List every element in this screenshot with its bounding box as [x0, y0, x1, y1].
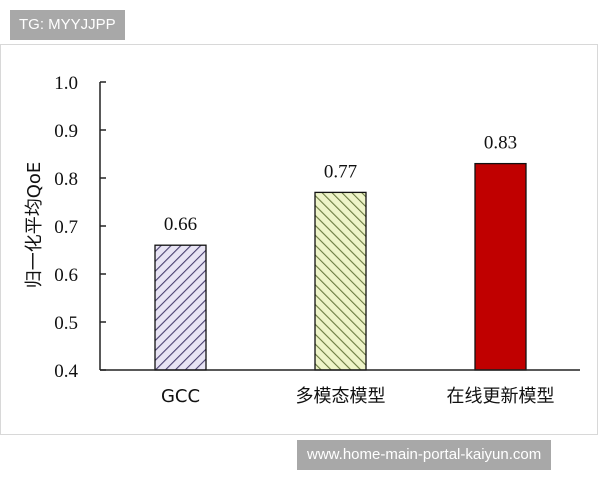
y-tick-label: 1.0	[54, 73, 78, 94]
x-tick-label: 在线更新模型	[447, 386, 555, 407]
y-tick-label: 0.7	[54, 217, 78, 238]
chart-frame	[0, 44, 598, 435]
y-tick-label: 0.5	[54, 313, 78, 334]
y-tick-label: 0.4	[54, 361, 78, 382]
data-label: 0.83	[484, 133, 517, 154]
data-label: 0.66	[164, 214, 197, 235]
bar-0	[154, 244, 207, 371]
bar-1	[314, 191, 367, 371]
x-tick-label: GCC	[161, 386, 200, 407]
x-tick-label: 多模态模型	[296, 386, 386, 407]
watermark-top: TG: MYYJJPP	[10, 10, 125, 40]
y-tick-label: 0.8	[54, 169, 78, 190]
y-tick-label: 0.9	[54, 121, 78, 142]
watermark-bottom: www.home-main-portal-kaiyun.com	[297, 440, 552, 470]
bar-2	[474, 162, 527, 371]
data-label: 0.77	[324, 161, 357, 182]
y-tick-label: 0.6	[54, 265, 78, 286]
y-axis-label: 归一化平均QoE	[24, 162, 45, 289]
